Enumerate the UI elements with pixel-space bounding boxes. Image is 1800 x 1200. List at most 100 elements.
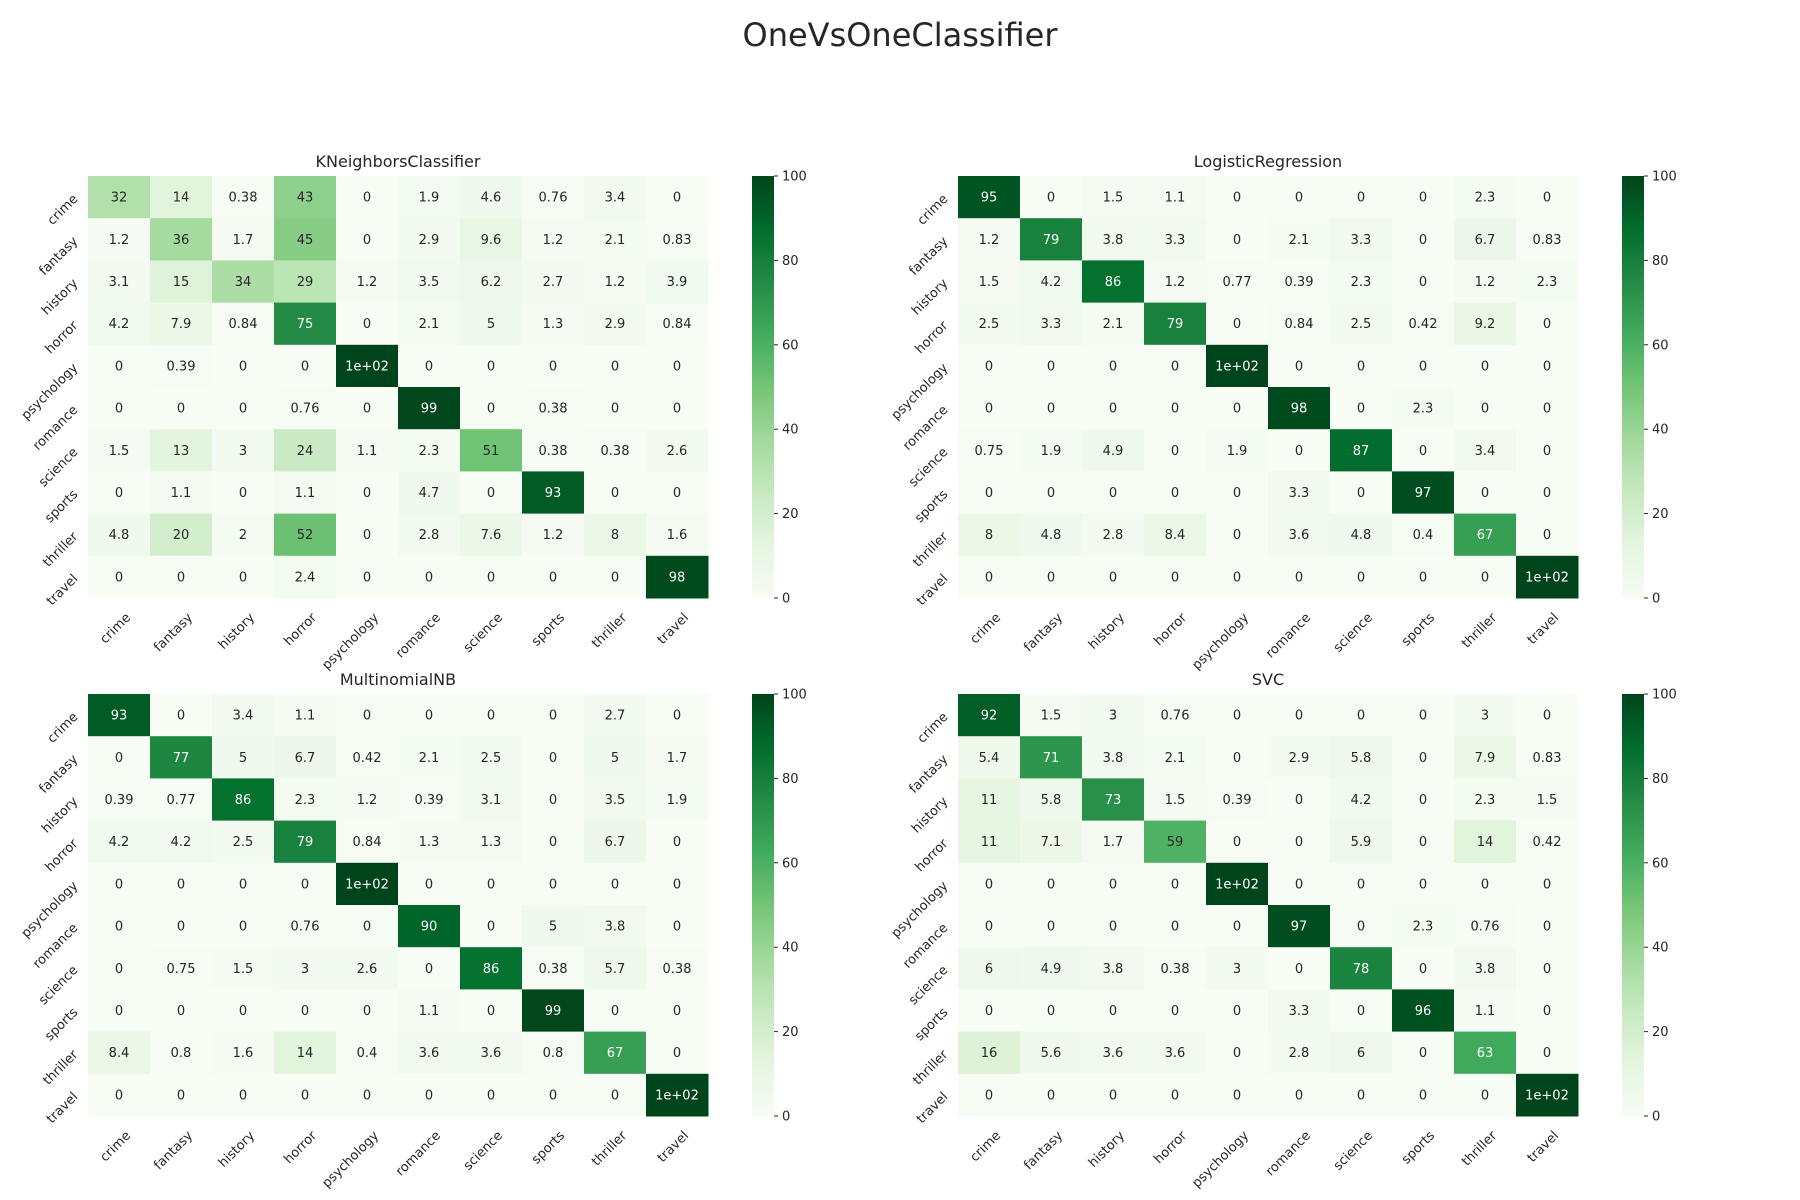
- cell-label: 98: [669, 570, 686, 585]
- cell-label: 1e+02: [1215, 877, 1259, 892]
- heatmap-cell: [1454, 513, 1517, 557]
- heatmap-cell: [274, 1073, 337, 1117]
- cell-label: 1.2: [109, 233, 130, 248]
- cell-label: 0: [1109, 402, 1117, 417]
- heatmap-cell: [336, 820, 399, 864]
- heatmap-cell: [1330, 218, 1393, 261]
- cell-label: 5: [611, 751, 619, 766]
- cell-label: 0: [115, 402, 123, 417]
- x-tick-label: psychology: [1189, 610, 1252, 673]
- heatmap-cell: [1144, 387, 1207, 430]
- heatmap-cell: [1268, 429, 1331, 472]
- heatmap-cell: [1516, 905, 1579, 948]
- cell-label: 0.76: [291, 402, 320, 417]
- cell-label: 0.4: [357, 1046, 378, 1061]
- heatmap-cell: [274, 820, 337, 864]
- heatmap-cell: [1206, 302, 1269, 346]
- cell-label: 1.5: [1537, 793, 1558, 808]
- x-tick-label: thriller: [589, 610, 630, 651]
- heatmap-cell: [150, 947, 213, 990]
- cell-label: 0: [115, 962, 123, 977]
- heatmap-cell: [584, 820, 647, 864]
- heatmap-cell: [398, 218, 461, 261]
- cell-label: 79: [1043, 233, 1060, 248]
- heatmap-cell: [336, 471, 399, 515]
- heatmap-cell: [1392, 1031, 1455, 1075]
- x-tick-label: thriller: [1459, 610, 1500, 651]
- colorbar-tick-label: 20: [782, 507, 799, 522]
- heatmap-cell: [460, 947, 523, 990]
- cell-label: 0: [549, 570, 557, 585]
- cell-label: 4.8: [109, 528, 130, 543]
- heatmap-cell: [1144, 1031, 1207, 1075]
- cell-label: 2.7: [543, 275, 564, 290]
- heatmap-cell: [584, 302, 647, 346]
- cell-label: 1.2: [1475, 275, 1496, 290]
- cell-label: 86: [483, 962, 500, 977]
- cell-label: 90: [421, 920, 438, 935]
- heatmap-cell: [522, 905, 585, 948]
- cell-label: 0: [1419, 835, 1427, 850]
- cell-label: 3.6: [481, 1046, 502, 1061]
- heatmap-cell: [274, 176, 337, 219]
- cell-label: 45: [297, 233, 314, 248]
- heatmap-cell: [1020, 260, 1083, 304]
- cell-label: 0: [673, 402, 681, 417]
- cell-label: 0: [177, 709, 185, 724]
- heatmap-cell: [1082, 513, 1145, 557]
- heatmap-cell: [1020, 344, 1083, 388]
- heatmap-cell: [150, 176, 213, 219]
- x-tick-label: psychology: [1189, 1128, 1252, 1191]
- heatmap-cell: [460, 344, 523, 388]
- cell-label: 3: [1481, 709, 1489, 724]
- cell-label: 0: [1481, 1088, 1489, 1103]
- heatmap-cell: [646, 555, 709, 599]
- cell-label: 0: [1295, 709, 1303, 724]
- cell-label: 2.7: [605, 709, 626, 724]
- cell-label: 96: [1415, 1004, 1432, 1019]
- cell-label: 0: [1233, 1004, 1241, 1019]
- y-tick-label: sports: [912, 1005, 951, 1044]
- x-tick-label: horror: [281, 1128, 320, 1167]
- x-tick-label: fantasy: [1021, 1128, 1066, 1173]
- cell-label: 0: [1481, 570, 1489, 585]
- heatmap-cell: [958, 947, 1021, 990]
- heatmap-cell: [1454, 218, 1517, 261]
- cell-label: 86: [235, 793, 252, 808]
- heatmap-cell: [1516, 302, 1579, 346]
- heatmap-cell: [88, 694, 151, 737]
- heatmap-cell: [1206, 176, 1269, 219]
- cell-label: 0: [1543, 317, 1551, 332]
- heatmap-cell: [1144, 218, 1207, 261]
- cell-label: 4.2: [171, 835, 192, 850]
- heatmap-cell: [1454, 820, 1517, 864]
- cell-label: 1e+02: [345, 359, 389, 374]
- cell-label: 97: [1291, 920, 1308, 935]
- y-tick-label: sports: [42, 1005, 81, 1044]
- heatmap-cell: [398, 387, 461, 430]
- heatmap-cell: [460, 1031, 523, 1075]
- heatmap-cell: [150, 387, 213, 430]
- heatmap-cell: [1268, 344, 1331, 388]
- colorbar-tick-label: 0: [1652, 1110, 1660, 1125]
- heatmap-cell: [958, 429, 1021, 472]
- heatmap-cell: [1330, 513, 1393, 557]
- colorbar-tick-label: 100: [782, 688, 807, 703]
- cell-label: 0: [1233, 570, 1241, 585]
- heatmap-cell: [1392, 989, 1455, 1033]
- cell-label: 0: [1171, 570, 1179, 585]
- heatmap-cell: [1144, 260, 1207, 304]
- cell-label: 0: [1543, 486, 1551, 501]
- heatmap-cell: [1516, 1073, 1579, 1117]
- cell-label: 0: [549, 751, 557, 766]
- cell-label: 0: [1233, 486, 1241, 501]
- y-tick-label: crime: [45, 192, 82, 229]
- heatmap-cell: [1082, 429, 1145, 472]
- cell-label: 0: [1357, 920, 1365, 935]
- heatmap-cell: [1020, 218, 1083, 261]
- cell-label: 4.9: [1041, 962, 1062, 977]
- heatmap-cell: [460, 736, 523, 779]
- cell-label: 59: [1167, 835, 1184, 850]
- cell-label: 2.1: [419, 751, 440, 766]
- cell-label: 0: [611, 1004, 619, 1019]
